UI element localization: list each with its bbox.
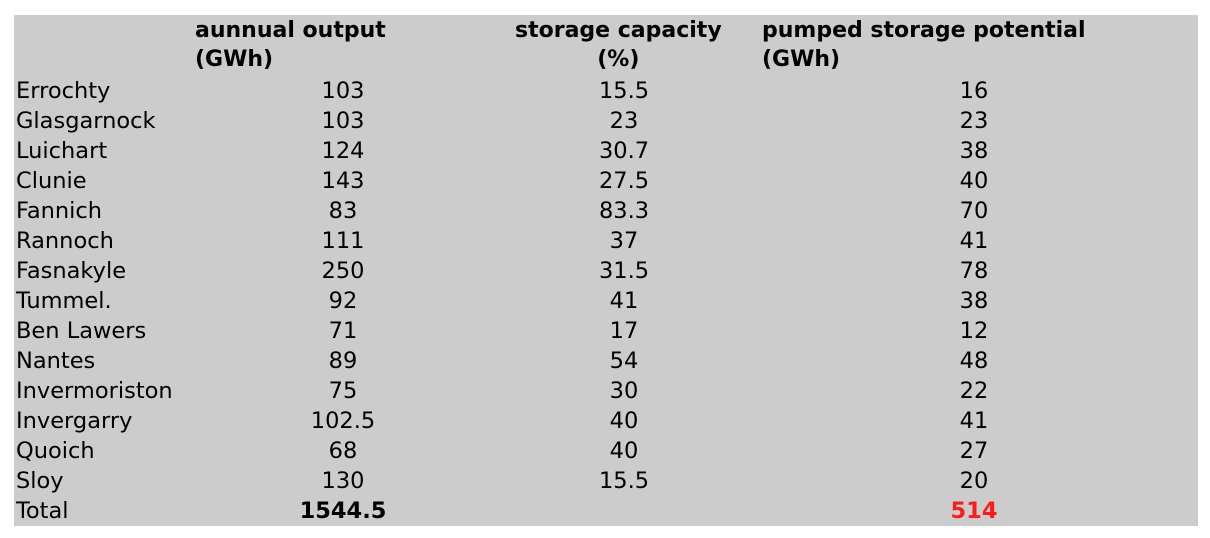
station-name: Luichart: [16, 138, 108, 164]
header-storage-capacity-line1: storage capacity: [515, 18, 722, 43]
pumped-storage-cell: 38: [959, 138, 989, 164]
storage-capacity-cell: 37: [609, 228, 639, 254]
annual-output-cell: 250: [321, 258, 365, 284]
table-row: Ben Lawers 71 17 12: [14, 316, 1198, 346]
total-annual-output: 1544.5: [299, 498, 387, 524]
table-row: Fannich 83 83.3 70: [14, 196, 1198, 226]
storage-capacity-cell: 17: [609, 318, 639, 344]
station-name: Fasnakyle: [16, 258, 127, 284]
pumped-storage-cell: 41: [959, 408, 989, 434]
pumped-storage-cell: 48: [959, 348, 989, 374]
station-name: Rannoch: [16, 228, 114, 254]
table-row: Errochty 103 15.5 16: [14, 76, 1198, 106]
annual-output-cell: 71: [328, 318, 358, 344]
pumped-storage-cell: 20: [959, 468, 989, 494]
station-name: Quoich: [16, 438, 95, 464]
header-pumped-storage-line2: (GWh): [762, 47, 841, 72]
table-row: Glasgarnock 103 23 23: [14, 106, 1198, 136]
header-storage-capacity-line2: (%): [597, 47, 640, 72]
station-name: Nantes: [16, 348, 96, 374]
annual-output-cell: 68: [328, 438, 358, 464]
annual-output-cell: 102.5: [310, 408, 376, 434]
annual-output-cell: 103: [321, 78, 365, 104]
table-row: Nantes 89 54 48: [14, 346, 1198, 376]
table-row: Fasnakyle 250 31.5 78: [14, 256, 1198, 286]
table-row: Quoich 68 40 27: [14, 436, 1198, 466]
storage-capacity-cell: 30: [609, 378, 639, 404]
annual-output-cell: 103: [321, 108, 365, 134]
station-name: Tummel.: [16, 288, 112, 314]
pumped-storage-cell: 22: [959, 378, 989, 404]
storage-capacity-cell: 15.5: [598, 468, 650, 494]
storage-capacity-cell: 27.5: [598, 168, 650, 194]
storage-capacity-cell: 40: [609, 438, 639, 464]
storage-capacity-cell: 15.5: [598, 78, 650, 104]
storage-capacity-cell: 40: [609, 408, 639, 434]
annual-output-cell: 75: [328, 378, 358, 404]
table-row: Invermoriston 75 30 22: [14, 376, 1198, 406]
station-name: Glasgarnock: [16, 108, 156, 134]
table-row: Invergarry 102.5 40 41: [14, 406, 1198, 436]
pumped-storage-cell: 40: [959, 168, 989, 194]
hydro-table: aunnual output (GWh) storage capacity (%…: [14, 15, 1198, 526]
header-pumped-storage-line1: pumped storage potential: [762, 18, 1086, 43]
total-row: Total 1544.5 514: [14, 496, 1198, 526]
station-name: Invermoriston: [16, 378, 173, 404]
header-annual-output-line1: aunnual output: [195, 18, 386, 43]
annual-output-cell: 143: [321, 168, 365, 194]
pumped-storage-cell: 70: [959, 198, 989, 224]
storage-capacity-cell: 83.3: [598, 198, 650, 224]
table-row: Clunie 143 27.5 40: [14, 166, 1198, 196]
station-name: Ben Lawers: [16, 318, 147, 344]
table-row: Tummel. 92 41 38: [14, 286, 1198, 316]
total-label: Total: [16, 498, 69, 524]
station-name: Clunie: [16, 168, 87, 194]
pumped-storage-cell: 27: [959, 438, 989, 464]
station-name: Sloy: [16, 468, 64, 494]
header-annual-output: aunnual output (GWh): [195, 16, 386, 74]
station-name: Fannich: [16, 198, 103, 224]
pumped-storage-cell: 12: [959, 318, 989, 344]
storage-capacity-cell: 30.7: [598, 138, 650, 164]
pumped-storage-cell: 16: [959, 78, 989, 104]
annual-output-cell: 111: [321, 228, 365, 254]
pumped-storage-cell: 23: [959, 108, 989, 134]
header-storage-capacity: storage capacity (%): [515, 16, 722, 74]
header-annual-output-line2: (GWh): [195, 47, 274, 72]
table-row: Rannoch 111 37 41: [14, 226, 1198, 256]
header-pumped-storage: pumped storage potential (GWh): [762, 16, 1086, 74]
annual-output-cell: 92: [328, 288, 358, 314]
pumped-storage-cell: 41: [959, 228, 989, 254]
annual-output-cell: 124: [321, 138, 365, 164]
annual-output-cell: 83: [328, 198, 358, 224]
table-row: Luichart 124 30.7 38: [14, 136, 1198, 166]
storage-capacity-cell: 31.5: [598, 258, 650, 284]
station-name: Errochty: [16, 78, 111, 104]
total-pumped-storage: 514: [950, 498, 998, 524]
annual-output-cell: 130: [321, 468, 365, 494]
annual-output-cell: 89: [328, 348, 358, 374]
storage-capacity-cell: 23: [609, 108, 639, 134]
storage-capacity-cell: 41: [609, 288, 639, 314]
table-body: Errochty 103 15.5 16 Glasgarnock 103 23 …: [14, 76, 1198, 526]
pumped-storage-cell: 78: [959, 258, 989, 284]
table-row: Sloy 130 15.5 20: [14, 466, 1198, 496]
pumped-storage-cell: 38: [959, 288, 989, 314]
station-name: Invergarry: [16, 408, 133, 434]
storage-capacity-cell: 54: [609, 348, 639, 374]
